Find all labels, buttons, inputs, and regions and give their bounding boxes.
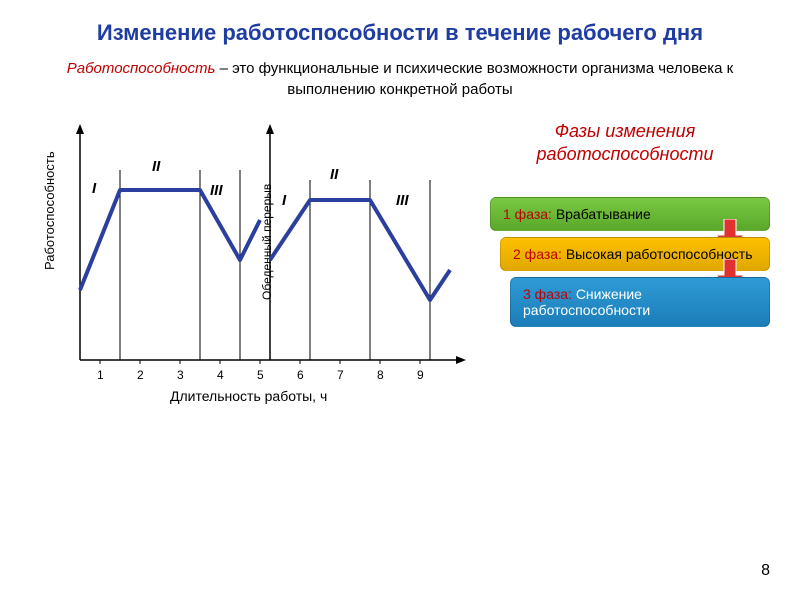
chart-phase-label: I [92,180,96,197]
x-tick: 3 [177,368,184,382]
definition: Работоспособность – это функциональные и… [30,58,770,100]
phase-num: 2 фаза: [513,246,566,262]
definition-term: Работоспособность [67,60,216,77]
chart-phase-label: II [152,158,160,175]
phase-num: 1 фаза: [503,206,556,222]
x-tick: 1 [97,368,104,382]
phase-num: 3 фаза: [523,286,576,302]
x-axis-label: Длительность работы, ч [170,388,327,404]
x-tick: 7 [337,368,344,382]
content-row: Работоспособность Обеденный перерыв Длит… [30,120,770,420]
right-column: Фазы изменения работоспособности 1 фаза:… [480,120,770,420]
x-tick: 5 [257,368,264,382]
page-number: 8 [761,562,770,580]
chart-phase-label: III [210,182,223,199]
x-tick: 9 [417,368,424,382]
x-tick: 2 [137,368,144,382]
chart-phase-label: II [330,166,338,183]
chart-svg [30,120,470,420]
x-tick: 8 [377,368,384,382]
chart-area: Работоспособность Обеденный перерыв Длит… [30,120,470,420]
phases-subtitle: Фазы изменения работоспособности [480,120,770,167]
chart-phase-label: I [282,192,286,209]
x-tick: 4 [217,368,224,382]
phase-box: 3 фаза: Снижение работоспособности [510,277,770,327]
definition-rest: – это функциональные и психические возмо… [215,60,733,98]
phase-label-text: Врабатывание [556,206,651,222]
page-title: Изменение работоспособности в течение ра… [30,20,770,46]
chart-phase-label: III [396,192,409,209]
x-tick: 6 [297,368,304,382]
phase-boxes: 1 фаза: Врабатывание2 фаза: Высокая рабо… [490,197,770,327]
